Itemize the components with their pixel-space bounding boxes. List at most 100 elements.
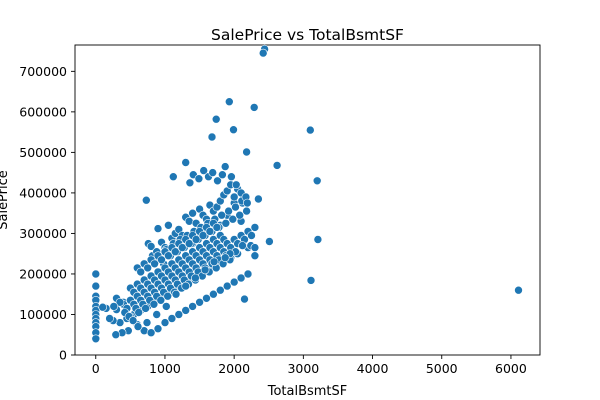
scatter-point — [221, 219, 231, 228]
scatter-point — [91, 334, 101, 344]
scatter-point — [305, 125, 315, 135]
scatter-point — [191, 235, 201, 244]
scatter-point — [111, 330, 121, 340]
plot-frame — [74, 44, 541, 356]
scatter-point — [146, 328, 156, 338]
scatter-point — [169, 172, 178, 181]
scatter-point — [211, 114, 221, 124]
y-axis-label: SalePrice — [0, 170, 11, 230]
scatter-point — [150, 259, 159, 269]
scatter-point — [212, 223, 222, 232]
y-tick-label: 100000 — [19, 307, 67, 322]
scatter-point — [229, 277, 239, 287]
scatter-point — [188, 302, 197, 311]
scatter-point — [250, 223, 260, 232]
scatter-point — [312, 176, 322, 186]
x-tick-label: 4000 — [357, 361, 389, 376]
scatter-point — [171, 289, 181, 299]
scatter-point — [250, 243, 260, 252]
scatter-point — [231, 180, 241, 190]
scatter-point — [105, 314, 114, 323]
y-tick-label: 600000 — [19, 104, 67, 119]
scatter-point — [153, 324, 163, 334]
scatter-point — [181, 158, 190, 167]
scatter-point — [306, 276, 316, 285]
scatter-point — [141, 304, 150, 313]
scatter-point — [163, 291, 172, 301]
scatter-point — [243, 269, 253, 279]
scatter-point — [249, 103, 259, 112]
scatter-point — [194, 174, 204, 183]
x-tick-label: 2000 — [218, 361, 250, 376]
scatter-point — [242, 147, 251, 157]
scatter-point — [198, 231, 208, 240]
scatter-point — [174, 310, 184, 319]
y-tick-label: 700000 — [19, 64, 67, 79]
scatter-point — [217, 210, 226, 220]
x-tick-label: 3000 — [287, 361, 319, 376]
scatter-point — [225, 97, 234, 106]
x-axis-label: TotalBsmtSF — [267, 384, 348, 399]
scatter-point — [164, 221, 173, 230]
scatter-point — [136, 267, 145, 277]
scatter-point — [184, 239, 194, 248]
scatter-point — [199, 166, 208, 175]
scatter-point — [134, 308, 143, 317]
chart-title: SalePrice vs TotalBsmtSF — [211, 26, 404, 44]
scatter-point — [156, 295, 166, 305]
scatter-point — [243, 198, 252, 208]
scatter-point — [220, 162, 230, 171]
scatter-point — [164, 251, 173, 260]
scatter-point — [142, 318, 152, 327]
y-tick-label: 0 — [59, 348, 67, 363]
scatter-point — [224, 206, 233, 216]
scatter-point — [220, 253, 230, 263]
scatter-point — [242, 206, 251, 216]
scatter-point — [209, 289, 218, 299]
scatter-point — [213, 176, 222, 186]
scatter-point — [205, 227, 215, 236]
scatter-point — [258, 48, 268, 58]
scatter-point — [188, 208, 197, 218]
x-tick-label: 0 — [92, 361, 100, 376]
x-tick-label: 6000 — [495, 361, 527, 376]
scatter-point — [98, 302, 107, 312]
y-tick-label: 300000 — [19, 226, 67, 241]
scatter-point — [218, 170, 227, 179]
scatter-point — [133, 322, 143, 331]
scatter-point — [207, 132, 217, 142]
scatter-point — [254, 194, 263, 204]
scatter-point — [250, 251, 260, 260]
scatter-point — [143, 263, 152, 273]
scatter-point — [240, 294, 249, 304]
scatter-point — [109, 302, 119, 311]
scatter-point — [115, 297, 125, 307]
scatter-point — [216, 285, 225, 295]
scatter-point — [128, 316, 138, 325]
scatter-point — [181, 306, 190, 315]
scatter-point — [91, 269, 101, 279]
scatter-point — [229, 192, 239, 202]
scatter-point — [181, 281, 190, 291]
scatter-point — [236, 273, 246, 283]
scatter-point — [152, 310, 161, 319]
scatter-point — [162, 302, 171, 311]
scatter-point — [238, 241, 247, 250]
scatter-point — [228, 214, 238, 224]
scatter-point — [202, 293, 211, 303]
scatter-point — [313, 235, 323, 244]
scatter-point — [153, 224, 163, 233]
scatter-point — [227, 172, 236, 181]
scatter-point — [265, 237, 274, 246]
scatter-point — [185, 178, 195, 188]
scatter-point — [149, 299, 159, 309]
ticks-layer: 0 1000 2000 3000 4000 5000 6000 0 100000 200000 30… — [19, 64, 527, 376]
scatter-point — [200, 265, 210, 275]
scatter-point — [231, 202, 240, 212]
scatter-point — [208, 168, 217, 177]
scatter-point — [160, 318, 170, 327]
scatter-point — [235, 210, 244, 220]
scatter-point — [167, 314, 177, 323]
